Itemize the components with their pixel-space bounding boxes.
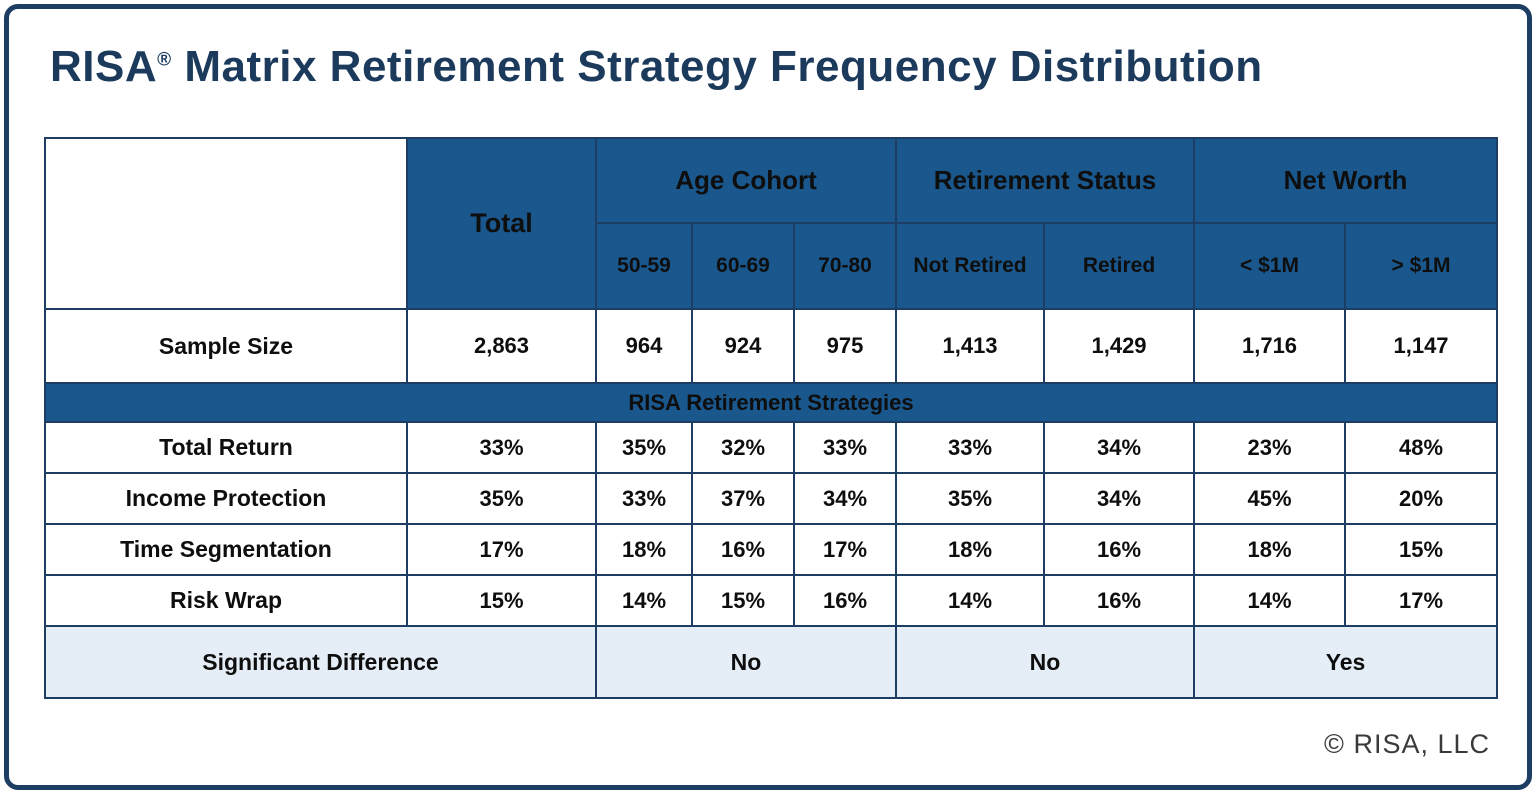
header-group-net-worth: Net Worth	[1193, 137, 1499, 224]
table-row-total-return: Total Return 33% 35% 32% 33% 33% 34% 23%…	[44, 421, 1499, 474]
income-protection-total: 35%	[406, 472, 597, 525]
header-blank-cell	[44, 137, 408, 310]
risk-wrap-retired: 16%	[1043, 574, 1196, 627]
sample-size-over-1m: 1,147	[1344, 308, 1499, 384]
total-return-total: 33%	[406, 421, 597, 474]
time-segmentation-not-retired: 18%	[895, 523, 1046, 576]
registered-trademark-symbol: ®	[157, 49, 172, 71]
risk-wrap-70-80: 16%	[792, 574, 898, 627]
header-sub-row: 50-59 60-69 70-80 Not Retired Retired < …	[45, 222, 1499, 310]
total-return-60-69: 32%	[691, 421, 795, 474]
row-label-sample-size: Sample Size	[44, 308, 408, 384]
header-sub-50-59: 50-59	[595, 222, 693, 310]
significant-net-worth: Yes	[1193, 625, 1499, 699]
time-segmentation-70-80: 17%	[792, 523, 898, 576]
income-protection-60-69: 37%	[691, 472, 795, 525]
time-segmentation-under-1m: 18%	[1193, 523, 1347, 576]
risk-wrap-under-1m: 14%	[1193, 574, 1347, 627]
income-protection-70-80: 34%	[792, 472, 898, 525]
table-row-risk-wrap: Risk Wrap 15% 14% 15% 16% 14% 16% 14% 17…	[44, 574, 1499, 627]
total-return-not-retired: 33%	[895, 421, 1046, 474]
total-return-retired: 34%	[1043, 421, 1196, 474]
row-label-significant-difference: Significant Difference	[44, 625, 597, 699]
row-label-total-return: Total Return	[44, 421, 408, 474]
time-segmentation-over-1m: 15%	[1344, 523, 1499, 576]
row-label-time-segmentation: Time Segmentation	[44, 523, 408, 576]
sample-size-under-1m: 1,716	[1193, 308, 1347, 384]
page-title: RISA® Matrix Retirement Strategy Frequen…	[50, 42, 1490, 92]
significant-age-cohort: No	[594, 625, 898, 699]
header-sub-over-1m: > $1M	[1344, 222, 1499, 310]
copyright-notice: © RISA, LLC	[1324, 729, 1490, 759]
table-row-income-protection: Income Protection 35% 33% 37% 34% 35% 34…	[44, 472, 1499, 525]
header-sub-not-retired: Not Retired	[895, 222, 1046, 310]
total-return-70-80: 33%	[792, 421, 898, 474]
total-return-over-1m: 48%	[1344, 421, 1499, 474]
significant-retirement-status: No	[895, 625, 1196, 699]
risk-wrap-60-69: 15%	[691, 574, 795, 627]
sample-size-retired: 1,429	[1043, 308, 1196, 384]
risk-wrap-not-retired: 14%	[895, 574, 1046, 627]
header-sub-under-1m: < $1M	[1193, 222, 1347, 310]
income-protection-over-1m: 20%	[1344, 472, 1499, 525]
sample-size-not-retired: 1,413	[895, 308, 1046, 384]
header-group-row: Total Age Cohort Retirement Status Net W…	[44, 137, 1499, 310]
income-protection-not-retired: 35%	[895, 472, 1046, 525]
time-segmentation-total: 17%	[406, 523, 597, 576]
income-protection-50-59: 33%	[595, 472, 693, 525]
section-band-row: RISA Retirement Strategies	[43, 382, 1499, 423]
header-sub-60-69: 60-69	[691, 222, 795, 310]
table-row-time-segmentation: Time Segmentation 17% 18% 16% 17% 18% 16…	[44, 523, 1499, 576]
total-return-50-59: 35%	[595, 421, 693, 474]
header-sub-70-80: 70-80	[792, 222, 898, 310]
frequency-distribution-table: Total Age Cohort Retirement Status Net W…	[43, 137, 1499, 699]
time-segmentation-50-59: 18%	[595, 523, 693, 576]
time-segmentation-retired: 16%	[1043, 523, 1196, 576]
sample-size-60-69: 924	[691, 308, 795, 384]
row-label-income-protection: Income Protection	[44, 472, 408, 525]
table-row-sample-size: Sample Size 2,863 964 924 975 1,413 1,42…	[44, 308, 1499, 384]
income-protection-under-1m: 45%	[1193, 472, 1347, 525]
sample-size-50-59: 964	[595, 308, 693, 384]
row-label-risk-wrap: Risk Wrap	[44, 574, 408, 627]
header-sub-retired: Retired	[1043, 222, 1196, 310]
section-band-label: RISA Retirement Strategies	[43, 382, 1499, 423]
income-protection-retired: 34%	[1043, 472, 1196, 525]
sample-size-total: 2,863	[406, 308, 597, 384]
risk-wrap-50-59: 14%	[595, 574, 693, 627]
sample-size-70-80: 975	[792, 308, 898, 384]
header-total: Total	[406, 137, 597, 310]
header-group-age-cohort: Age Cohort	[594, 137, 898, 224]
brand-name: RISA	[50, 42, 158, 91]
page-title-rest: Matrix Retirement Strategy Frequency Dis…	[171, 42, 1263, 91]
total-return-under-1m: 23%	[1193, 421, 1347, 474]
time-segmentation-60-69: 16%	[691, 523, 795, 576]
risk-wrap-over-1m: 17%	[1344, 574, 1499, 627]
header-group-retirement-status: Retirement Status	[895, 137, 1196, 224]
risk-wrap-total: 15%	[406, 574, 597, 627]
table-row-significant-difference: Significant Difference No No Yes	[44, 625, 1499, 699]
